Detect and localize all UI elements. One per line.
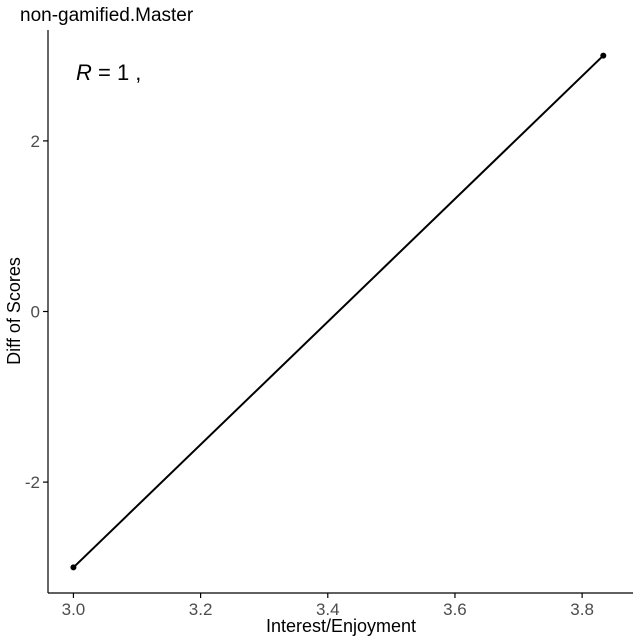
series-line [72,54,604,569]
data-point [70,564,77,571]
x-tick-label: 3.4 [316,600,340,619]
x-tick-label: 3.8 [570,600,594,619]
axes: 3.0 3.2 3.4 3.6 3.8 -2 0 2 [25,30,633,619]
y-tick-label: 2 [31,132,40,151]
chart-title: non-gamified.Master [20,5,194,26]
x-tick-label: 3.2 [189,600,213,619]
y-tick-label: -2 [25,473,40,492]
x-tick-label: 3.6 [443,600,467,619]
y-axis-title: Diff of Scores [4,257,24,365]
data-point [600,52,607,59]
x-axis-title: Interest/Enjoyment [266,616,416,636]
r-symbol: R [76,60,92,85]
y-tick-label: 0 [31,303,40,322]
correlation-annotation: R = 1 , [76,60,141,85]
x-tick-label: 3.0 [62,600,86,619]
r-value-text: = 1 , [92,60,142,85]
series-layer [70,52,607,571]
